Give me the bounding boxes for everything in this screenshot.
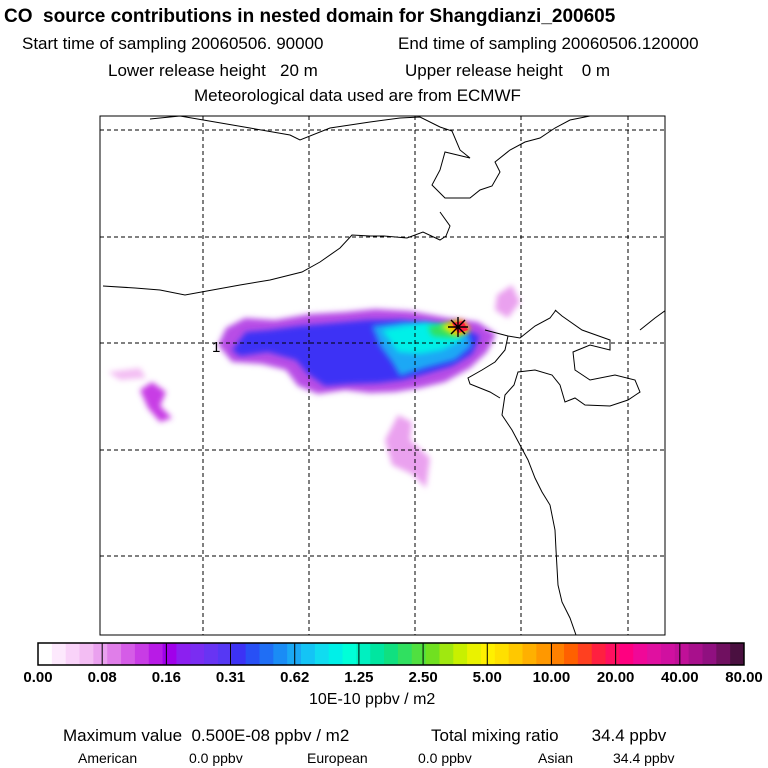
start-time-label: Start time of sampling 20060506. 90000 [22, 34, 324, 53]
max-value-label: Maximum value 0.500E-08 ppbv / m2 [63, 726, 350, 745]
colorbar-swatch [453, 643, 468, 665]
receptor-marker-icon [448, 317, 468, 337]
colorbar-swatch [356, 643, 371, 665]
colorbar-tick-label: 0.16 [151, 669, 181, 686]
colorbar-swatch [536, 643, 551, 665]
lower-release-label: Lower release height 20 m [108, 61, 318, 80]
colorbar-swatch [162, 643, 177, 665]
colorbar-swatch [633, 643, 648, 665]
asian-label: Asian [538, 750, 574, 766]
colorbar-swatch [480, 643, 496, 665]
colorbar-swatch [647, 643, 662, 665]
colorbar [38, 643, 745, 665]
contour-label: 1 [212, 339, 220, 356]
colorbar-swatch [467, 643, 482, 665]
colorbar-swatch [328, 643, 344, 665]
american-label: American [78, 750, 138, 766]
colorbar-swatch [273, 643, 288, 665]
colorbar-swatch [397, 643, 413, 665]
colorbar-swatch [370, 643, 385, 665]
coast-south [467, 335, 509, 399]
european-label: European [307, 750, 368, 766]
colorbar-swatch [674, 643, 690, 665]
chart-title: CO source contributions in nested domain… [4, 6, 616, 27]
plume-west-patch [140, 382, 172, 422]
colorbar-tick-label: 80.00 [725, 669, 763, 686]
colorbar-tick-label: 5.00 [472, 669, 502, 686]
colorbar-tick-label: 20.00 [596, 669, 635, 686]
colorbar-swatch [190, 643, 205, 665]
colorbar-swatch [550, 643, 565, 665]
colorbar-tick-label: 0.62 [280, 669, 310, 686]
asian-value: 34.4 ppbv [613, 750, 675, 766]
colorbar-swatch [176, 643, 191, 665]
colorbar-swatch [204, 643, 219, 665]
colorbar-swatch [107, 643, 122, 665]
plume-ne-lobe [495, 285, 520, 318]
plume-west-faint [108, 368, 146, 380]
colorbar-swatch [38, 643, 53, 665]
plot-frame [99, 115, 666, 636]
colorbar-tick-label: 10.00 [532, 669, 571, 686]
colorbar-tick-label: 0.08 [87, 669, 117, 686]
border-east-2 [639, 310, 665, 331]
colorbar-swatch [342, 643, 357, 665]
colorbar-swatch [564, 643, 579, 665]
colorbar-swatch [425, 643, 440, 665]
colorbar-swatch [314, 643, 330, 665]
colorbar-swatch [51, 643, 67, 665]
colorbar-swatch [522, 643, 537, 665]
colorbar-swatch [716, 643, 731, 665]
met-data-label: Meteorological data used are from ECMWF [194, 86, 521, 105]
border-south-east [501, 309, 641, 635]
colorbar-swatch [702, 643, 717, 665]
colorbar-swatch [688, 643, 703, 665]
colorbar-tick-label: 1.25 [344, 669, 374, 686]
end-time-label: End time of sampling 20060506.120000 [398, 34, 699, 53]
total-mixing-label: Total mixing ratio 34.4 ppbv [431, 726, 667, 745]
american-value: 0.0 ppbv [189, 750, 243, 766]
colorbar-swatch [65, 643, 81, 665]
colorbar-swatch [660, 643, 676, 665]
grid [100, 116, 665, 635]
colorbar-swatch [439, 643, 454, 665]
colorbar-swatch [217, 643, 233, 665]
colorbar-swatch [577, 643, 593, 665]
colorbar-tick-label: 0.31 [215, 669, 246, 686]
colorbar-tick-label: 40.00 [661, 669, 699, 686]
colorbar-swatch [508, 643, 524, 665]
border-north-2 [102, 211, 451, 296]
colorbar-swatch [259, 643, 274, 665]
plume-south-patch [385, 415, 430, 488]
colorbar-swatch [411, 643, 427, 665]
colorbar-swatch [591, 643, 607, 665]
colorbar-frame [37, 642, 745, 666]
coastline-north [149, 116, 591, 199]
colorbar-swatch [301, 643, 316, 665]
colorbar-swatch [93, 643, 108, 665]
colorbar-swatch [79, 643, 94, 665]
colorbar-swatch [494, 643, 510, 665]
colorbar-units: 10E-10 ppbv / m2 [309, 691, 436, 708]
colorbar-swatch [619, 643, 634, 665]
colorbar-swatch [121, 643, 136, 665]
colorbar-tick-label: 0.00 [23, 669, 53, 686]
colorbar-swatch [730, 643, 745, 665]
european-value: 0.0 ppbv [418, 750, 472, 766]
colorbar-swatch [231, 643, 247, 665]
colorbar-swatch [148, 643, 164, 665]
colorbar-swatch [605, 643, 620, 665]
colorbar-swatch [245, 643, 260, 665]
coastlines [102, 116, 665, 635]
colorbar-swatch [384, 643, 399, 665]
colorbar-swatch [134, 643, 150, 665]
colorbar-tick-label: 2.50 [408, 669, 438, 686]
plume-layer [108, 285, 520, 488]
upper-release-label: Upper release height 0 m [405, 61, 611, 80]
border-east-1 [484, 309, 557, 339]
